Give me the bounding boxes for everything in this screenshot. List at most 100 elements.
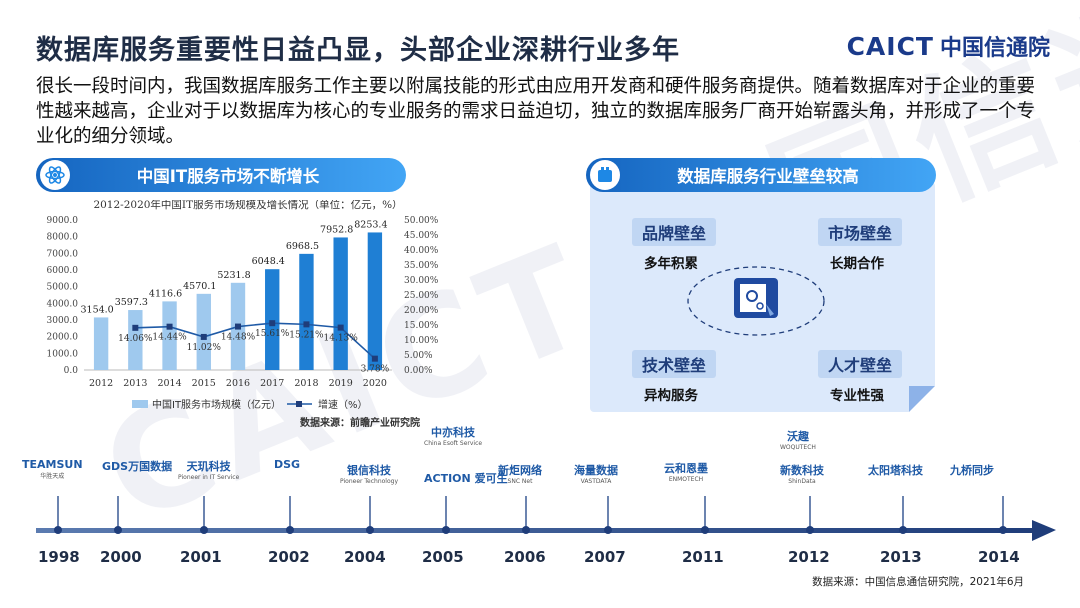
barrier-talent: 人才壁垒 xyxy=(818,350,903,378)
company-name: 银信科技 xyxy=(347,464,391,477)
left-panel-header: 中国IT服务市场不断增长 xyxy=(36,158,406,192)
y-left-tick: 2000.0 xyxy=(47,333,79,343)
growth-label-2015: 11.02% xyxy=(187,343,222,353)
company-logo: ACTION 爱可生 xyxy=(424,470,508,486)
caict-logo: CAICT 中国信通院 xyxy=(847,28,1050,64)
chart-source: 数据来源：前瞻产业研究院 xyxy=(300,416,420,429)
timeline-year: 1998 xyxy=(38,548,80,566)
company-subtitle: Pioneer in IT Service xyxy=(178,474,240,481)
company-name: 太阳塔科技 xyxy=(868,464,923,477)
y-right-tick: 20.00% xyxy=(404,306,439,316)
bar-2013 xyxy=(128,310,143,370)
company-logo: 银信科技 Pioneer Technology xyxy=(340,462,398,485)
company-name: 新数科技 xyxy=(780,464,824,477)
bar-2018 xyxy=(299,253,314,370)
company-subtitle: SNC Net xyxy=(507,478,533,485)
y-left-tick: 9000.0 xyxy=(47,216,79,226)
timeline-year: 2012 xyxy=(788,548,830,566)
y-left-tick: 8000.0 xyxy=(47,233,79,243)
timeline-year: 2000 xyxy=(100,548,142,566)
y-left-tick: 4000.0 xyxy=(47,299,79,309)
barrier-talent-sub: 专业性强 xyxy=(830,388,884,404)
bar-2014 xyxy=(162,301,177,370)
right-panel-header: 数据库服务行业壁垒较高 xyxy=(586,158,936,192)
timeline-node xyxy=(114,526,122,534)
barrier-brand: 品牌壁垒 xyxy=(632,218,717,246)
timeline-node xyxy=(366,526,374,534)
timeline-node xyxy=(899,526,907,534)
x-tick: 2015 xyxy=(192,378,216,389)
barrier-brand-sub: 多年积累 xyxy=(644,256,698,272)
growth-label-2013: 14.06% xyxy=(118,334,153,344)
x-tick: 2017 xyxy=(260,378,284,389)
timeline-node xyxy=(54,526,62,534)
bar-label-2013: 3597.3 xyxy=(115,297,148,308)
timeline-year: 2014 xyxy=(978,548,1020,566)
it-market-chart: 2012-2020年中国IT服务市场规模及增长情况（单位：亿元，%） 0.0 100… xyxy=(47,200,439,429)
growth-point-2015 xyxy=(200,333,207,340)
timeline-year: 2005 xyxy=(422,548,464,566)
bar-2015 xyxy=(196,293,211,370)
timeline-year: 2013 xyxy=(880,548,922,566)
barrier-tech-sub: 异构服务 xyxy=(644,388,698,404)
bar-label-2015: 4570.1 xyxy=(183,281,216,292)
company-name: TEAMSUN xyxy=(22,458,83,471)
y-right-tick: 0.00% xyxy=(404,366,433,376)
bar-2020 xyxy=(367,232,383,370)
timeline-node xyxy=(200,526,208,534)
company-name: GDS万国数据 xyxy=(102,460,173,473)
company-name: 新炬网络 xyxy=(498,464,542,477)
company-subtitle: 华胜天成 xyxy=(40,473,65,480)
bar-label-2019: 7952.8 xyxy=(320,224,353,235)
x-tick: 2012 xyxy=(89,378,113,389)
company-logo: 云和恩墨 ENMOTECH xyxy=(664,460,708,483)
timeline-node xyxy=(286,526,294,534)
timeline-source: 数据来源：中国信息通信研究院，2021年6月 xyxy=(812,576,1024,588)
y-left-tick: 7000.0 xyxy=(47,249,79,259)
bar-label-2020: 8253.4 xyxy=(354,219,387,230)
company-logo: DSG xyxy=(274,458,300,471)
company-name: 海量数据 xyxy=(574,464,618,477)
company-subtitle: VASTDATA xyxy=(580,478,612,485)
chart-title: 2012-2020年中国IT服务市场规模及增长情况（单位：亿元，%） xyxy=(93,200,402,211)
bar-label-2017: 6048.4 xyxy=(252,256,285,267)
company-subtitle: Pioneer Technology xyxy=(340,478,398,485)
y-left-tick: 1000.0 xyxy=(47,349,79,359)
bar-label-2018: 6968.5 xyxy=(286,241,319,252)
y-right-tick: 10.00% xyxy=(404,336,439,346)
company-logo: 海量数据 VASTDATA xyxy=(574,462,618,485)
page-title: 数据库服务重要性日益凸显，头部企业深耕行业多年 xyxy=(36,35,680,66)
legend-line-label: 增速（%） xyxy=(318,398,368,411)
bar-2019 xyxy=(333,237,348,370)
timeline-node xyxy=(604,526,612,534)
timeline-year: 2002 xyxy=(268,548,310,566)
logo-org: 中国信通院 xyxy=(939,36,1050,61)
x-tick: 2020 xyxy=(363,378,387,389)
company-name: 九桥同步 xyxy=(950,464,994,477)
growth-point-2013 xyxy=(132,324,139,331)
growth-line xyxy=(135,322,376,360)
atom-icon xyxy=(40,160,70,190)
x-tick: 2013 xyxy=(123,378,147,389)
timeline-axis xyxy=(36,496,1056,541)
x-tick: 2016 xyxy=(226,378,250,389)
timeline-year: 2006 xyxy=(504,548,546,566)
company-subtitle: ShinData xyxy=(788,478,816,485)
barrier-center xyxy=(687,266,825,336)
timeline-node xyxy=(522,526,530,534)
y-left-tick: 6000.0 xyxy=(47,266,79,276)
cube-icon xyxy=(590,160,620,190)
company-logo: GDS万国数据 xyxy=(102,458,172,474)
right-panel-title: 数据库服务行业壁垒较高 xyxy=(677,167,859,186)
y-left-tick: 0.0 xyxy=(64,366,79,376)
y-left-tick: 5000.0 xyxy=(47,283,79,293)
x-tick: 2014 xyxy=(157,378,181,389)
barrier-market-sub: 长期合作 xyxy=(830,256,884,272)
company-logo: 九桥同步 xyxy=(950,462,994,478)
company-logo: 天玑科技 Pioneer in IT Service xyxy=(178,458,239,481)
timeline-node xyxy=(701,526,709,534)
bar-label-2014: 4116.6 xyxy=(149,288,182,299)
company-subtitle: ENMOTECH xyxy=(668,476,704,483)
legend-bar-label: 中国IT服务市场规模（亿元） xyxy=(152,398,281,411)
company-logo: 太阳塔科技 xyxy=(868,462,923,478)
